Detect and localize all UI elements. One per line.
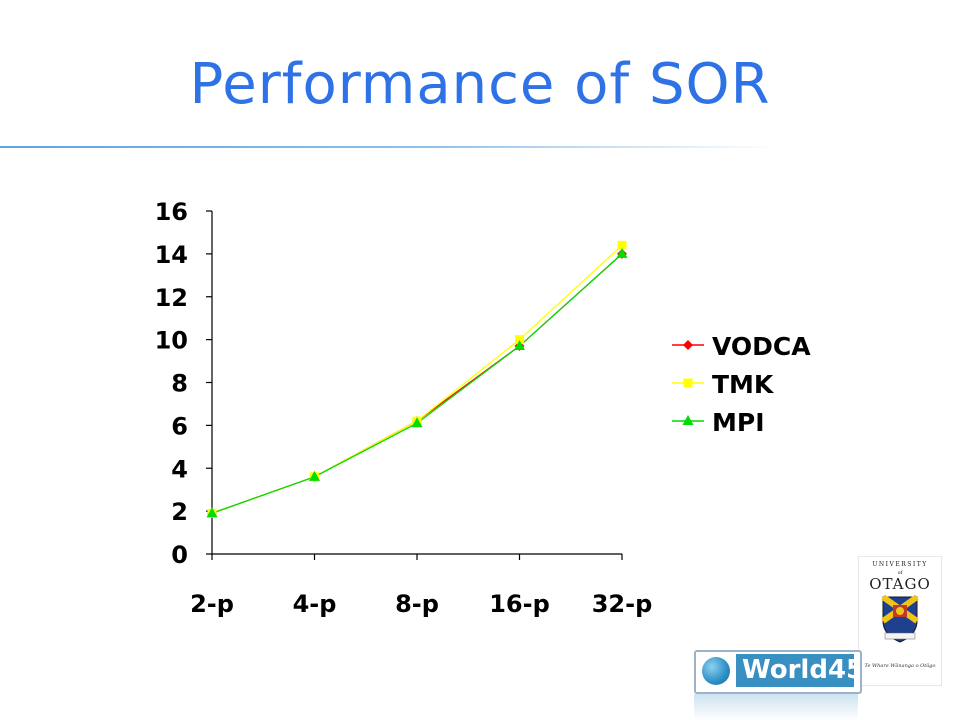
title-underline xyxy=(0,146,780,148)
y-tick-label: 16 xyxy=(155,198,188,226)
world45-text: World45 xyxy=(736,654,860,687)
y-tick-label: 12 xyxy=(155,284,188,312)
series-line-tmk xyxy=(211,244,623,514)
y-tick-label: 14 xyxy=(155,241,188,269)
university-of-otago-logo: UNIVERSITY of OTAGO Te Whare Wānanga o O… xyxy=(858,556,942,686)
chart-legend: VODCA TMK MPI xyxy=(672,332,811,437)
globe-icon xyxy=(702,657,730,685)
legend-marker-tmk xyxy=(683,378,693,388)
chart-axes xyxy=(206,210,623,560)
legend-marker-vodca xyxy=(683,340,693,350)
x-tick-label: 2-p xyxy=(190,590,234,618)
data-point-mpi xyxy=(411,417,423,428)
series-line-mpi xyxy=(211,253,623,514)
x-tick-labels: 2-p 4-p 8-p 16-p 32-p xyxy=(190,590,652,618)
otago-tagline: Te Whare Wānanga o Otāgo xyxy=(864,663,936,669)
y-tick-label: 10 xyxy=(155,327,188,355)
data-point-tmk xyxy=(515,335,524,345)
legend-marker-mpi xyxy=(682,415,694,425)
legend-label-mpi: MPI xyxy=(712,408,765,437)
otago-name: OTAGO xyxy=(869,575,931,593)
legend-label-tmk: TMK xyxy=(712,370,775,399)
data-point-tmk xyxy=(617,240,627,250)
y-tick-label: 0 xyxy=(171,541,188,569)
x-tick-label: 8-p xyxy=(395,590,439,618)
otago-shield-icon xyxy=(881,595,919,643)
y-tick-label: 2 xyxy=(171,498,188,526)
data-point-mpi xyxy=(309,470,320,481)
world45-badge: World45 xyxy=(694,650,862,694)
series-lines xyxy=(211,244,623,514)
x-tick-label: 4-p xyxy=(293,590,337,618)
y-tick-label: 8 xyxy=(171,370,188,398)
data-point-mpi xyxy=(616,247,628,258)
otago-of-word: of xyxy=(897,570,903,576)
x-tick-label: 32-p xyxy=(592,590,653,618)
data-point-mpi xyxy=(514,340,525,351)
y-tick-labels: 0 2 4 6 8 10 12 14 16 xyxy=(155,198,188,569)
data-point-mpi xyxy=(206,507,218,518)
world45-reflection xyxy=(694,694,858,720)
legend-label-vodca: VODCA xyxy=(712,332,811,361)
series-line-vodca xyxy=(211,253,623,514)
x-tick-label: 16-p xyxy=(489,590,550,618)
slide-title: Performance of SOR xyxy=(189,52,771,117)
otago-university-word: UNIVERSITY xyxy=(872,561,928,568)
y-tick-label: 4 xyxy=(171,455,188,483)
series-markers xyxy=(206,240,628,519)
y-tick-label: 6 xyxy=(171,412,188,440)
